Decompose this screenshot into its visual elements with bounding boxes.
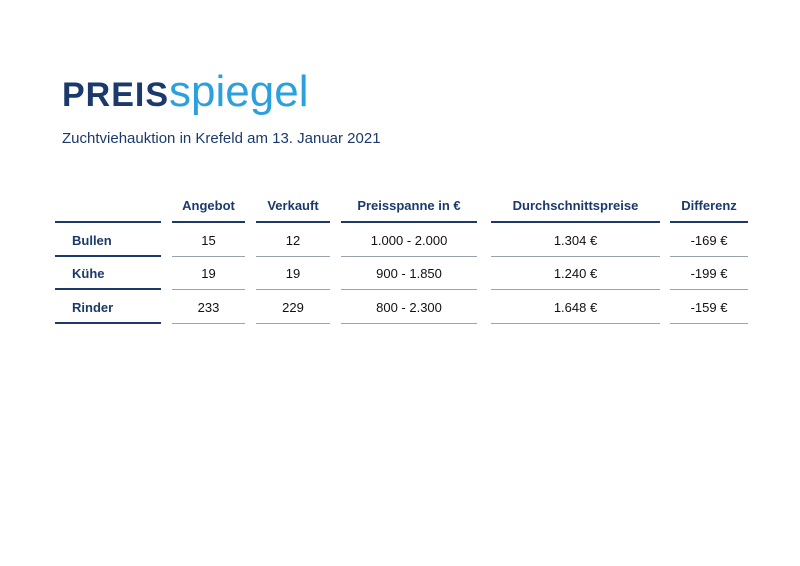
row-divider <box>491 289 660 290</box>
table-cell: -169 € <box>690 233 728 248</box>
table-cell: -159 € <box>690 300 728 315</box>
row-label-bullen: Bullen <box>72 233 112 248</box>
row-divider <box>491 256 660 257</box>
column-header-verkauft: Verkauft <box>267 198 319 213</box>
table-cell: 12 <box>285 233 301 248</box>
table-cell: 900 - 1.850 <box>376 266 442 281</box>
table-cell: 233 <box>197 300 220 315</box>
table-cell: 1.000 - 2.000 <box>370 233 448 248</box>
row-divider <box>256 256 330 257</box>
label-row-divider <box>55 288 161 290</box>
row-divider <box>670 323 748 324</box>
table-cell: -199 € <box>690 266 728 281</box>
row-divider <box>172 289 245 290</box>
column-header-differenz: Differenz <box>681 198 737 213</box>
preisspanne-top-rule <box>341 221 477 223</box>
row-divider <box>256 289 330 290</box>
table-cell: 19 <box>285 266 301 281</box>
row-label-kuehe: Kühe <box>72 266 105 281</box>
label-column-top-rule <box>55 221 161 223</box>
table-cell: 229 <box>282 300 304 315</box>
row-divider <box>341 323 477 324</box>
column-header-durchschnittspreise: Durchschnittspreise <box>512 198 639 213</box>
table-cell: 1.304 € <box>553 233 598 248</box>
column-header-preisspanne: Preisspanne in € <box>357 198 461 213</box>
table-cell: 19 <box>201 266 216 281</box>
table-cell: 1.240 € <box>553 266 598 281</box>
row-divider <box>341 289 477 290</box>
differenz-top-rule <box>670 221 748 223</box>
label-row-divider <box>55 255 161 257</box>
title-bold: PREIS <box>62 76 170 114</box>
row-divider <box>256 323 330 324</box>
row-divider <box>172 323 245 324</box>
row-divider <box>172 256 245 257</box>
title-light: spiegel <box>169 67 309 116</box>
table-cell: 15 <box>201 233 216 248</box>
table-cell: 1.648 € <box>553 300 598 315</box>
angebot-top-rule <box>172 221 245 223</box>
row-divider <box>491 323 660 324</box>
column-header-angebot: Angebot <box>182 198 235 213</box>
row-divider <box>670 256 748 257</box>
subtitle: Zuchtviehauktion in Krefeld am 13. Janua… <box>62 130 381 147</box>
label-column-bottom-rule <box>55 322 161 324</box>
row-divider <box>341 256 477 257</box>
verkauft-top-rule <box>256 221 330 223</box>
row-divider <box>670 289 748 290</box>
page-title: PREISspiegel <box>62 70 308 114</box>
row-label-rinder: Rinder <box>72 300 114 315</box>
durchschnitt-top-rule <box>491 221 660 223</box>
table-cell: 800 - 2.300 <box>376 300 442 315</box>
